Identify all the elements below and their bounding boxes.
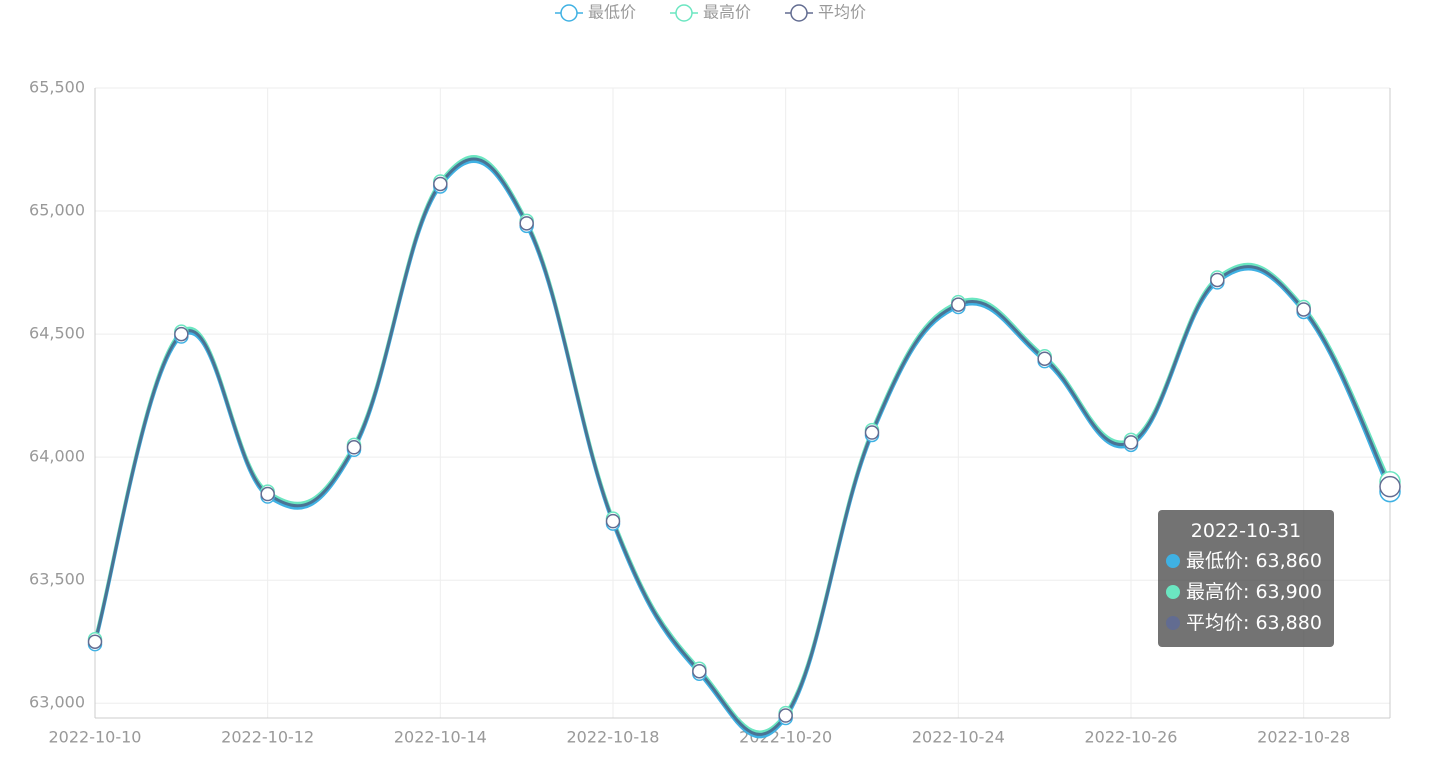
data-point [605,513,621,529]
legend-item: 平均价 [785,3,866,22]
y-tick-label: 64,000 [29,447,85,466]
data-point [87,634,103,649]
tooltip-value: 63,880 [1255,612,1322,634]
tooltip-title: 2022-10-31 [1190,520,1302,542]
data-point [1296,302,1311,317]
legend-symbol [560,4,578,22]
tooltip-dot [1166,585,1180,599]
x-tick-label: 2022-10-24 [912,728,1005,747]
data-point [1123,435,1139,450]
data-point [1210,272,1225,288]
tooltip-value: 63,860 [1255,550,1322,572]
x-tick-label: 2022-10-10 [49,728,142,747]
legend-label: 最高价 [703,3,751,22]
tooltip-row: 最高价63,900 [1166,577,1334,608]
tooltip-dot [1166,616,1180,630]
data-point [864,425,880,440]
data-point [1037,351,1052,366]
data-point [433,176,448,192]
legend-symbol [790,4,808,22]
tooltip-row: 最低价63,860 [1166,546,1334,577]
tooltip-series: 最低价 [1186,550,1255,572]
data-point [260,486,275,502]
y-tick-label: 63,500 [29,570,85,589]
data-point [951,297,966,312]
y-tick-label: 65,000 [29,201,85,220]
y-tick-label: 63,000 [29,693,85,712]
legend-item: 最低价 [555,3,636,22]
tooltip: 2022-10-31 最低价63,860最高价63,900平均价63,880 [1158,510,1334,647]
data-point [1379,475,1401,498]
tooltip-dot [1166,554,1180,568]
tooltip-value: 63,900 [1255,581,1322,603]
tooltip-row: 平均价63,880 [1166,608,1334,639]
series-line [93,159,1392,739]
legend-symbol [675,4,693,22]
x-tick-label: 2022-10-26 [1085,728,1178,747]
data-point [692,663,707,679]
tooltip-series: 平均价 [1186,612,1255,634]
legend-label: 最低价 [588,3,636,22]
y-tick-label: 65,500 [29,78,85,97]
x-tick-label: 2022-10-18 [567,728,660,747]
legend-label: 平均价 [818,3,866,22]
x-tick-label: 2022-10-12 [221,728,314,747]
series-line [93,157,1392,736]
x-tick-label: 2022-10-14 [394,728,487,747]
tooltip-series: 最高价 [1186,581,1255,603]
data-point [519,216,534,231]
data-point [174,326,189,342]
legend-item: 最高价 [670,3,751,22]
y-tick-label: 64,500 [29,324,85,343]
data-point [778,708,793,723]
data-point [346,440,362,455]
x-tick-label: 2022-10-28 [1257,728,1350,747]
